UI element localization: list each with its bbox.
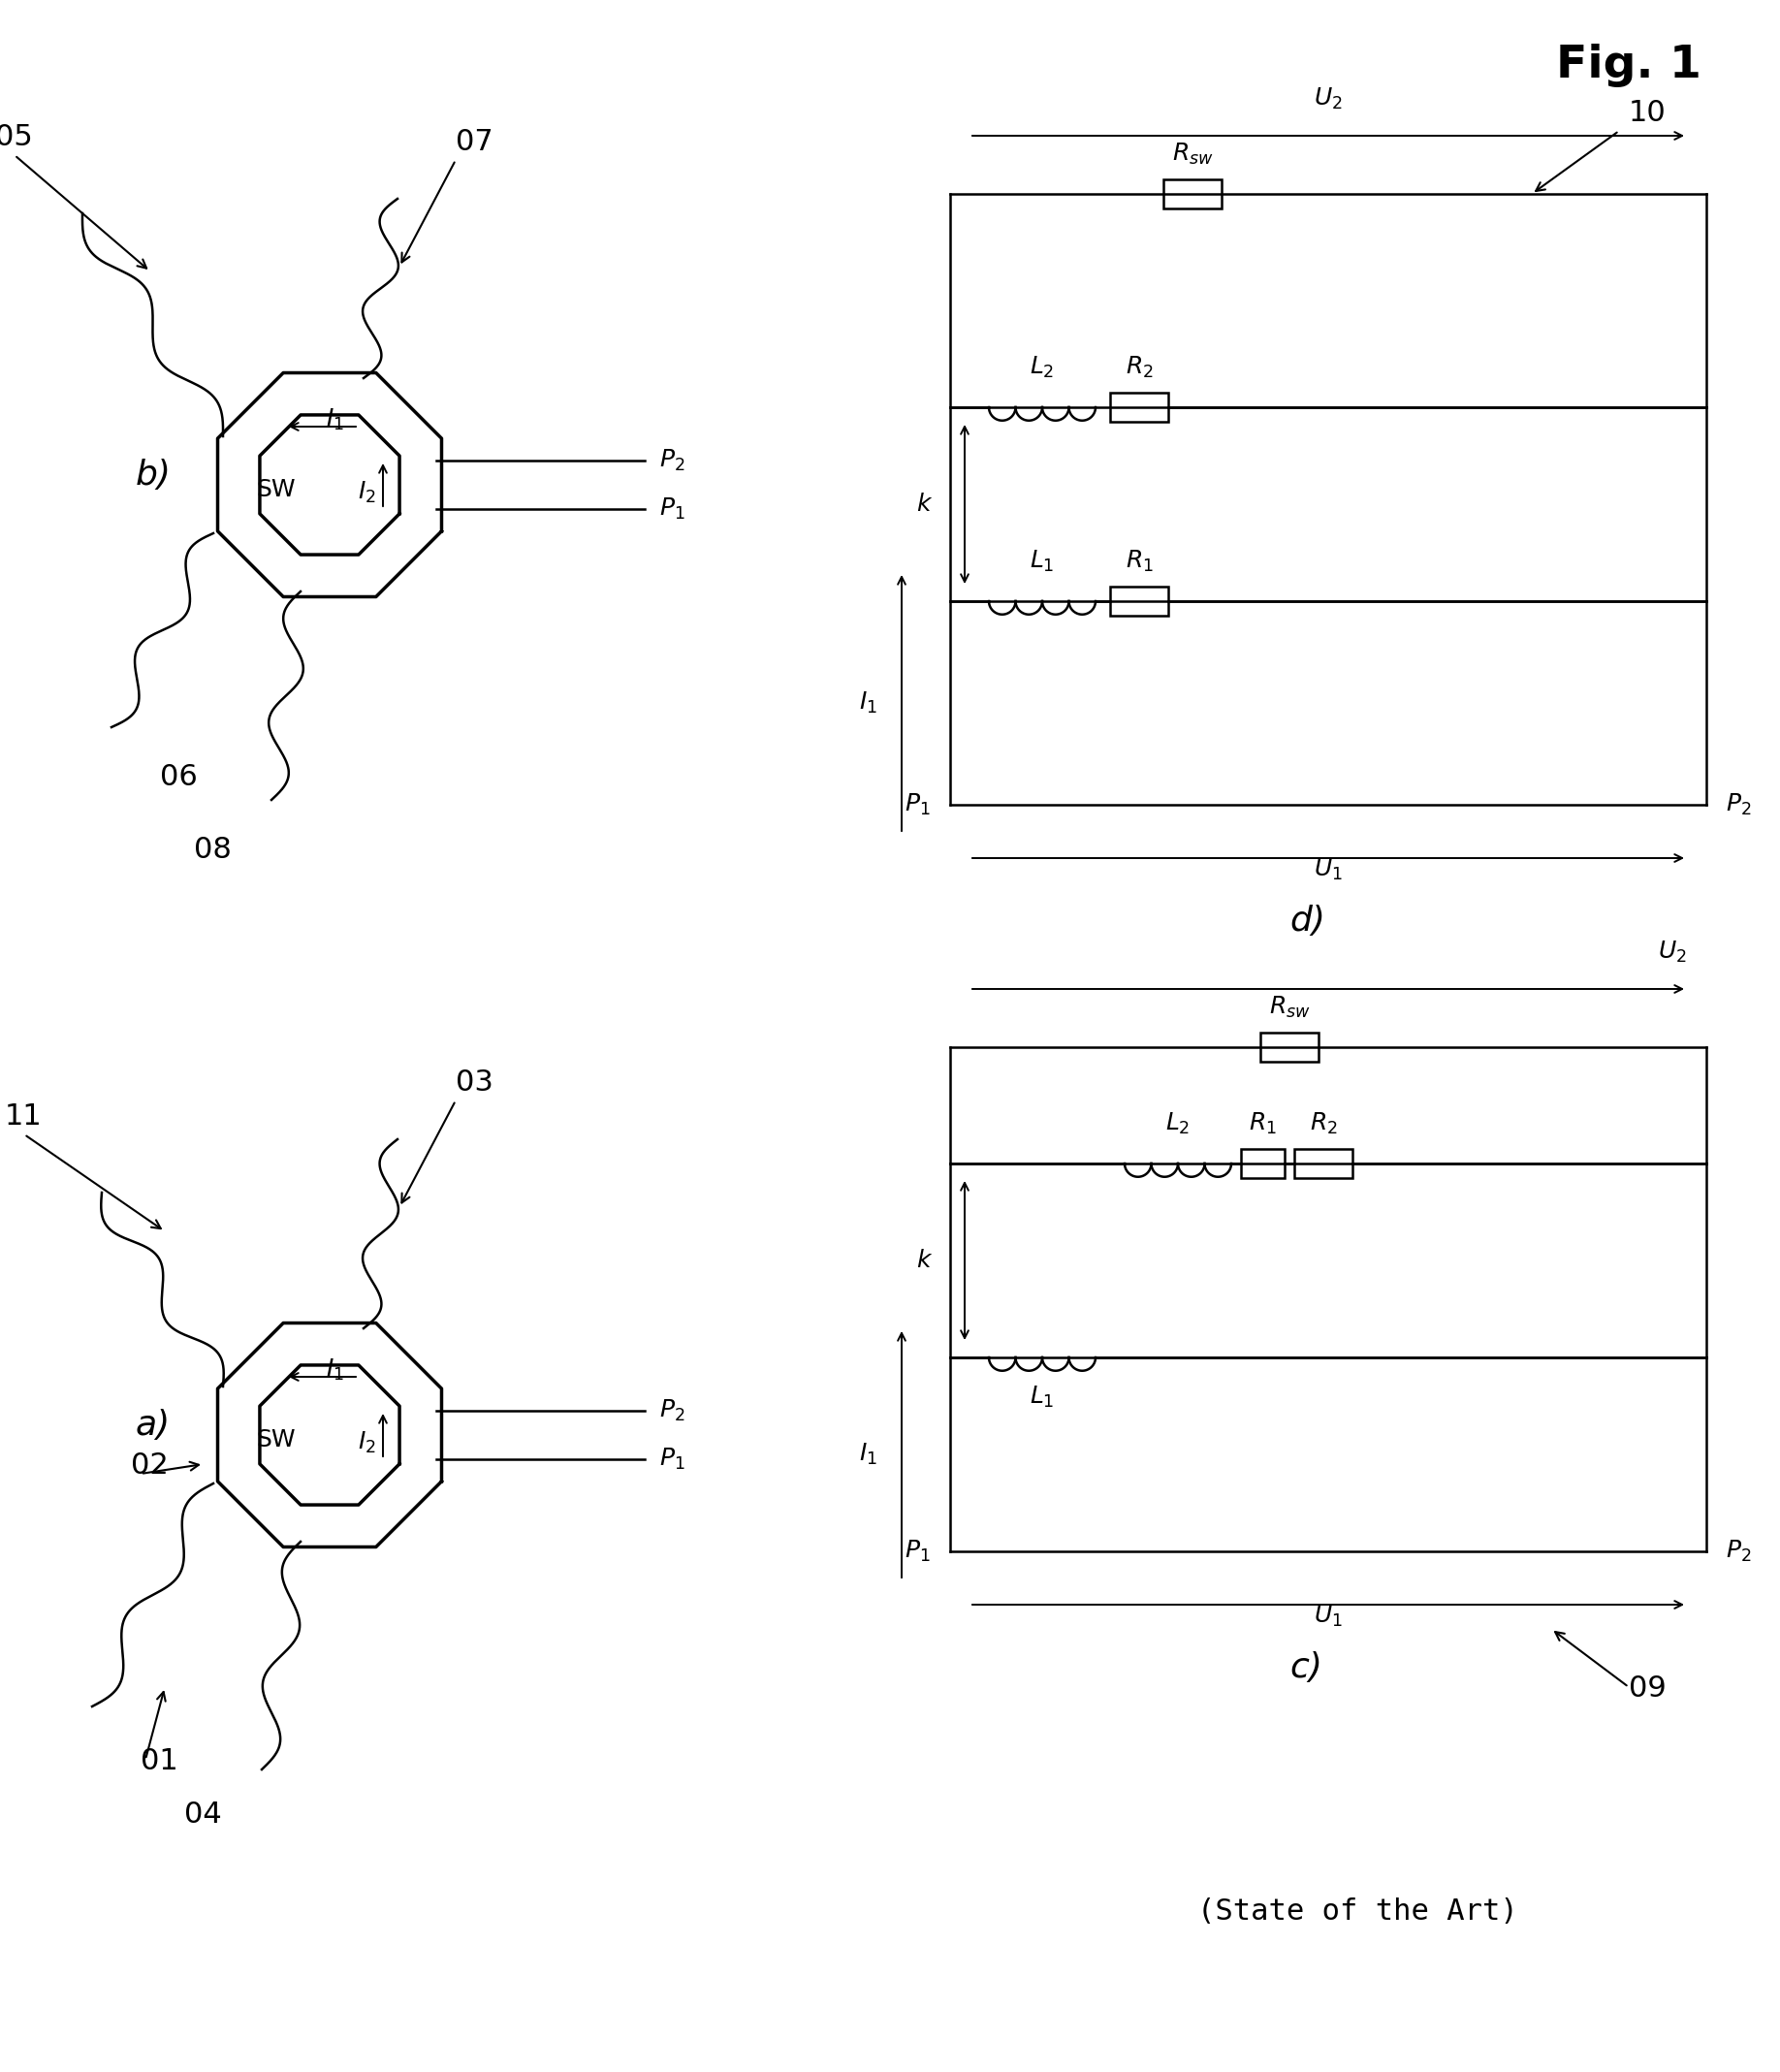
Text: $U_1$: $U_1$ — [1314, 858, 1342, 883]
Text: b): b) — [135, 458, 171, 491]
Text: $P_2$: $P_2$ — [1725, 792, 1752, 818]
Bar — [1260, 1032, 1319, 1061]
Text: k: k — [917, 1249, 931, 1272]
Text: 02: 02 — [132, 1452, 169, 1479]
Text: 06: 06 — [160, 762, 198, 792]
Text: 08: 08 — [194, 835, 231, 864]
Text: k: k — [917, 493, 931, 516]
Text: $P_1$: $P_1$ — [904, 1539, 931, 1564]
Text: $P_2$: $P_2$ — [659, 1399, 685, 1423]
Text: SW: SW — [256, 479, 295, 501]
Bar — [1294, 1150, 1353, 1179]
Text: $R_1$: $R_1$ — [1250, 1111, 1276, 1135]
Text: $L_1$: $L_1$ — [1031, 549, 1054, 574]
Text: $P_1$: $P_1$ — [659, 497, 685, 522]
Text: 11: 11 — [5, 1102, 43, 1131]
Text: a): a) — [135, 1409, 171, 1442]
Text: $R_2$: $R_2$ — [1125, 354, 1153, 379]
Text: (State of the Art): (State of the Art) — [1196, 1898, 1518, 1925]
Text: $R_2$: $R_2$ — [1310, 1111, 1337, 1135]
Text: $P_1$: $P_1$ — [659, 1446, 685, 1471]
Text: $P_2$: $P_2$ — [659, 448, 685, 472]
Bar — [1241, 1150, 1285, 1179]
Text: 09: 09 — [1629, 1674, 1666, 1703]
Bar — [1111, 394, 1168, 423]
Bar — [1111, 586, 1168, 615]
Text: Fig. 1: Fig. 1 — [1556, 44, 1702, 87]
Text: SW: SW — [256, 1428, 295, 1452]
Text: $I_2$: $I_2$ — [358, 481, 376, 506]
Text: 05: 05 — [0, 122, 32, 151]
Text: $P_1$: $P_1$ — [904, 792, 931, 818]
Text: 04: 04 — [183, 1801, 222, 1830]
Text: $I_1$: $I_1$ — [860, 690, 878, 715]
Text: $L_2$: $L_2$ — [1031, 354, 1054, 379]
Text: $U_2$: $U_2$ — [1314, 87, 1342, 112]
Text: $U_1$: $U_1$ — [1314, 1604, 1342, 1629]
Text: 07: 07 — [456, 128, 493, 155]
Text: $P_2$: $P_2$ — [1725, 1539, 1752, 1564]
Text: $L_1$: $L_1$ — [1031, 1384, 1054, 1409]
Text: $R_1$: $R_1$ — [1125, 549, 1153, 574]
Text: $U_2$: $U_2$ — [1659, 939, 1687, 966]
Text: 03: 03 — [456, 1069, 493, 1096]
Text: c): c) — [1289, 1651, 1323, 1685]
Text: 10: 10 — [1629, 99, 1666, 126]
Text: $I_2$: $I_2$ — [358, 1430, 376, 1455]
Text: $L_2$: $L_2$ — [1166, 1111, 1191, 1135]
Text: 01: 01 — [141, 1747, 178, 1776]
Text: $R_{sw}$: $R_{sw}$ — [1171, 141, 1214, 166]
Bar — [1164, 180, 1221, 209]
Text: $R_{sw}$: $R_{sw}$ — [1269, 995, 1310, 1019]
Text: $I_1$: $I_1$ — [860, 1442, 878, 1467]
Text: d): d) — [1289, 905, 1326, 939]
Text: $I_1$: $I_1$ — [326, 406, 344, 433]
Text: $I_1$: $I_1$ — [326, 1357, 344, 1382]
